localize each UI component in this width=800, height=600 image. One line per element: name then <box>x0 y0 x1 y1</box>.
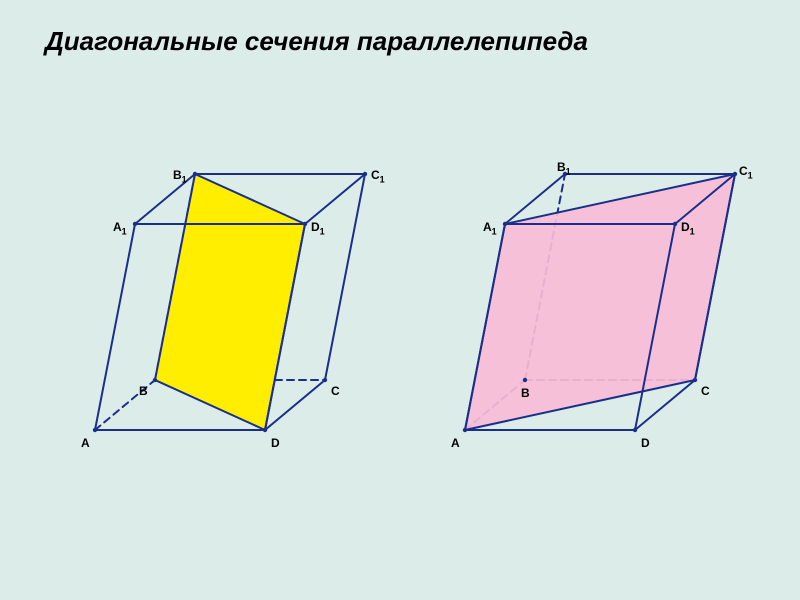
vertex-label: D1 <box>681 220 695 236</box>
geometry-svg <box>0 0 800 600</box>
vertex-label: C1 <box>739 164 753 180</box>
vertex-label: B <box>521 386 530 400</box>
vertex-label: C1 <box>371 168 385 184</box>
slide-canvas: Диагональные сечения параллелепипеда ABC… <box>0 0 800 600</box>
vertex-label: D1 <box>311 220 325 236</box>
vertex-label: A <box>81 436 90 450</box>
vertex-label: A <box>451 436 460 450</box>
vertex-label: B <box>139 384 148 398</box>
vertex-label: D <box>641 436 650 450</box>
vertex-label: A1 <box>483 220 497 236</box>
vertex-label: B1 <box>557 160 571 176</box>
vertex-label: A1 <box>113 220 127 236</box>
vertex-label: C <box>701 384 710 398</box>
vertex-label: D <box>271 436 280 450</box>
vertex-label: C <box>331 384 340 398</box>
vertex-label: B1 <box>173 168 187 184</box>
